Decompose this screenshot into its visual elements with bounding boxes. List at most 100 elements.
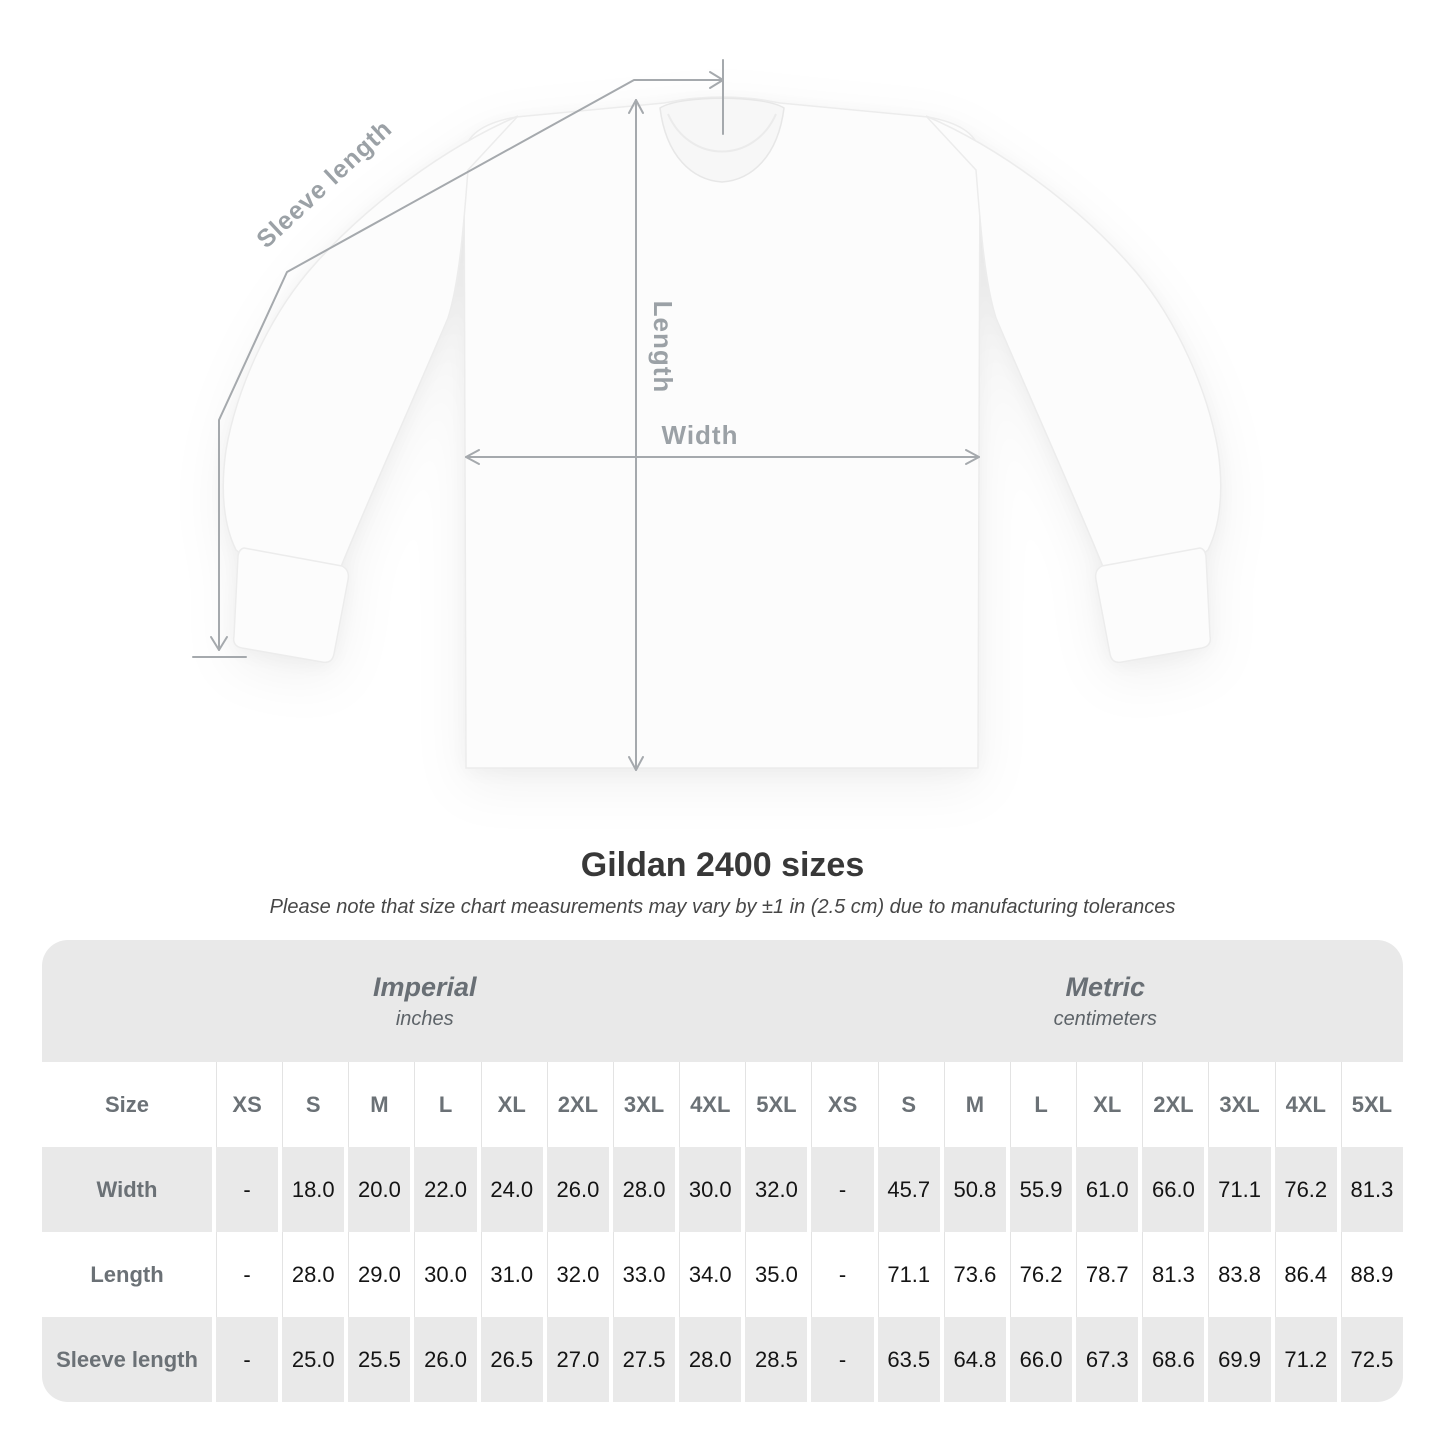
table-cell: 27.0	[542, 1317, 609, 1402]
long-sleeve-shirt-illustration	[222, 96, 1222, 769]
table-cell: 76.2	[1005, 1232, 1072, 1317]
table-cell: 88.9	[1336, 1232, 1403, 1317]
table-cell: 61.0	[1072, 1147, 1138, 1232]
table-cell: 18.0	[278, 1147, 344, 1232]
table-cell: 71.1	[873, 1232, 940, 1317]
table-cell: 66.0	[1005, 1317, 1072, 1402]
size-col-header: XL	[1072, 1062, 1138, 1147]
table-cell: 27.5	[608, 1317, 675, 1402]
size-col-header: L	[1005, 1062, 1072, 1147]
row-label: Length	[90, 1261, 164, 1287]
table-cell: 31.0	[476, 1232, 543, 1317]
table-cell: 68.6	[1138, 1317, 1204, 1402]
size-col-header: XL	[476, 1062, 543, 1147]
table-cell: 72.5	[1336, 1317, 1403, 1402]
shirt-right-sleeve	[925, 115, 1222, 575]
table-cell: 45.7	[873, 1147, 940, 1232]
table-cell: 86.4	[1270, 1232, 1337, 1317]
table-row-sleeve-length: Sleeve length - 25.0 25.5 26.0 26.5 27.0…	[42, 1317, 1403, 1402]
row-label: Width	[96, 1176, 158, 1202]
table-cell: 81.3	[1336, 1147, 1403, 1232]
shirt-right-cuff	[1094, 547, 1212, 664]
page-title: Gildan 2400 sizes	[580, 846, 865, 884]
shirt-left-sleeve	[222, 115, 519, 575]
table-cell: 25.0	[278, 1317, 344, 1402]
table-cell: -	[807, 1317, 873, 1402]
table-cell: 32.0	[542, 1232, 609, 1317]
size-col-header: 3XL	[608, 1062, 675, 1147]
width-label: Width	[662, 420, 739, 450]
table-cell: 73.6	[939, 1232, 1006, 1317]
table-cell: 33.0	[608, 1232, 675, 1317]
imperial-label: Imperial	[372, 971, 477, 1002]
tolerance-note: Please note that size chart measurements…	[269, 896, 1176, 918]
table-cell: 24.0	[476, 1147, 543, 1232]
metric-group-header: Metric centimeters	[808, 940, 1404, 1062]
table-cell: 26.0	[410, 1317, 476, 1402]
arrowhead-left-icon	[465, 449, 480, 465]
table-cell: 30.0	[410, 1232, 476, 1317]
imperial-unit: inches	[395, 1007, 454, 1030]
unit-group-header: Imperial inches Metric centimeters	[42, 940, 1403, 1062]
shirt-left-cuff	[232, 547, 350, 664]
size-col-header: XS	[212, 1062, 278, 1147]
size-col-header: 2XL	[542, 1062, 609, 1147]
table-cell: 63.5	[873, 1317, 940, 1402]
table-cell: 35.0	[741, 1232, 807, 1317]
size-table: Imperial inches Metric centimeters Size …	[42, 940, 1403, 1402]
arrowhead-right-icon	[965, 449, 980, 465]
table-cell: 50.8	[939, 1147, 1006, 1232]
table-row-width: Width - 18.0 20.0 22.0 24.0 26.0 28.0 30…	[42, 1147, 1403, 1232]
table-cell: -	[212, 1232, 278, 1317]
table-cell: 30.0	[675, 1147, 741, 1232]
table-cell: 28.0	[278, 1232, 344, 1317]
shirt-collar	[659, 97, 785, 183]
table-cell: 81.3	[1138, 1232, 1204, 1317]
table-cell: 34.0	[675, 1232, 741, 1317]
table-cell: 26.0	[542, 1147, 609, 1232]
table-row-length: Length - 28.0 29.0 30.0 31.0 32.0 33.0 3…	[42, 1232, 1403, 1317]
size-col-header: 2XL	[1138, 1062, 1204, 1147]
table-cell: 55.9	[1005, 1147, 1072, 1232]
size-header-row: Size XS S M L XL 2XL 3XL 4XL 5XL XS S M …	[42, 1062, 1403, 1147]
table-cell: 69.9	[1204, 1317, 1270, 1402]
table-cell: 67.3	[1072, 1317, 1138, 1402]
metric-label: Metric	[1065, 971, 1146, 1002]
table-cell: -	[807, 1232, 873, 1317]
table-cell: 76.2	[1270, 1147, 1337, 1232]
shirt-collar-seam	[667, 113, 777, 153]
size-col-header: 3XL	[1204, 1062, 1270, 1147]
table-cell: 64.8	[939, 1317, 1006, 1402]
table-cell: 32.0	[741, 1147, 807, 1232]
table-cell: 20.0	[344, 1147, 410, 1232]
table-cell: 78.7	[1072, 1232, 1138, 1317]
size-col-header: 4XL	[675, 1062, 741, 1147]
table-cell: 28.0	[675, 1317, 741, 1402]
table-cell: 71.1	[1204, 1147, 1270, 1232]
table-cell: 66.0	[1138, 1147, 1204, 1232]
table-cell: 71.2	[1270, 1317, 1337, 1402]
size-col-header: M	[344, 1062, 410, 1147]
table-cell: 22.0	[410, 1147, 476, 1232]
size-header: Size	[104, 1091, 150, 1117]
size-col-header: S	[278, 1062, 344, 1147]
arrowhead-down-icon	[210, 636, 228, 651]
arrowhead-up-icon	[628, 99, 644, 114]
size-col-header: 5XL	[741, 1062, 807, 1147]
table-cell: -	[212, 1317, 278, 1402]
size-col-header: S	[873, 1062, 940, 1147]
imperial-group-header: Imperial inches	[42, 940, 808, 1062]
shirt-measurement-diagram: Sleeve length Length Width	[192, 59, 1222, 771]
size-col-header: M	[939, 1062, 1006, 1147]
width-measure: Width	[465, 420, 980, 465]
table-cell: 29.0	[344, 1232, 410, 1317]
table-cell: -	[807, 1147, 873, 1232]
table-cell: 28.0	[608, 1147, 675, 1232]
table-cell: -	[212, 1147, 278, 1232]
table-cell: 83.8	[1204, 1232, 1270, 1317]
table-cell: 28.5	[741, 1317, 807, 1402]
size-col-header: 5XL	[1336, 1062, 1403, 1147]
metric-unit: centimeters	[1053, 1007, 1157, 1030]
length-label: Length	[648, 301, 678, 394]
